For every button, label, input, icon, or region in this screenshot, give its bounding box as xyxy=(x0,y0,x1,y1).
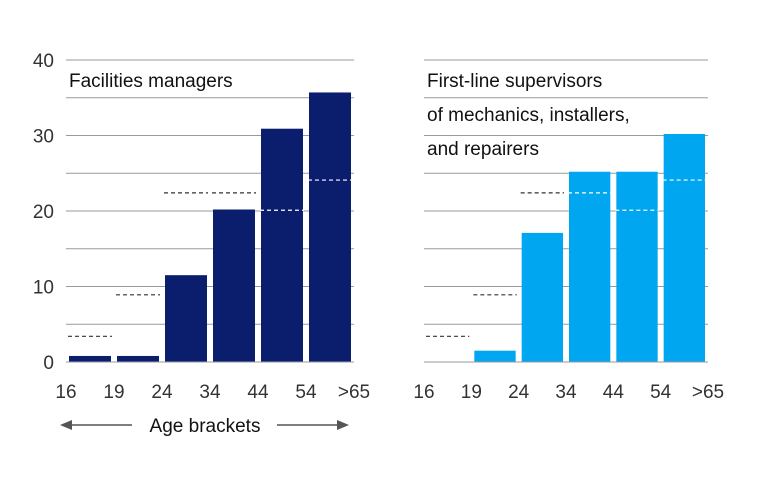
x-axis-title: Age brackets xyxy=(150,416,261,437)
x-tick-label: >65 xyxy=(692,382,724,403)
x-tick-label: 16 xyxy=(55,382,76,403)
bar-6 xyxy=(309,92,351,362)
x-tick-label: 34 xyxy=(555,382,577,403)
bar-1 xyxy=(69,355,111,362)
y-tick-label: 30 xyxy=(33,127,54,148)
bar-3 xyxy=(521,232,563,362)
panel-title-line: of mechanics, installers, xyxy=(427,105,630,126)
x-tick-label: 54 xyxy=(295,382,317,403)
bar-2 xyxy=(117,355,159,362)
facilities-managers-chart: 0 10 20 30 40 16 19 24 34 44 54 >65 Facilities manag… xyxy=(33,51,370,403)
x-tick-label: 44 xyxy=(247,382,269,403)
y-tick-label: 10 xyxy=(33,278,54,299)
x-tick-label: 24 xyxy=(151,382,173,403)
y-tick-label: 40 xyxy=(33,51,54,72)
bar-5 xyxy=(616,171,658,362)
x-tick-label: 16 xyxy=(413,382,434,403)
bar-5 xyxy=(261,128,303,362)
x-tick-label: 19 xyxy=(103,382,124,403)
first-line-supervisors-chart: 16 19 24 34 44 54 >65 First-line supervisors of … xyxy=(413,59,724,403)
y-tick-label: 0 xyxy=(43,353,54,374)
x-tick-label: 54 xyxy=(650,382,672,403)
bar-4 xyxy=(569,171,611,362)
bar-2 xyxy=(474,350,516,362)
x-tick-label: >65 xyxy=(338,382,370,403)
age-brackets-caption: Age brackets xyxy=(60,416,349,437)
left-arrow-head xyxy=(60,420,72,430)
x-tick-label: 44 xyxy=(603,382,625,403)
bar-3 xyxy=(165,275,207,362)
x-tick-label: 24 xyxy=(508,382,530,403)
right-arrow-head xyxy=(337,420,349,430)
x-tick-label: 34 xyxy=(199,382,221,403)
x-tick-label: 19 xyxy=(461,382,482,403)
y-tick-label: 20 xyxy=(33,202,54,223)
panel-title-line: and repairers xyxy=(427,139,539,160)
panel-title-line: Facilities managers xyxy=(69,71,233,92)
bar-4 xyxy=(213,209,255,362)
panel-title-line: First-line supervisors xyxy=(427,71,602,92)
bar-6 xyxy=(663,133,705,362)
